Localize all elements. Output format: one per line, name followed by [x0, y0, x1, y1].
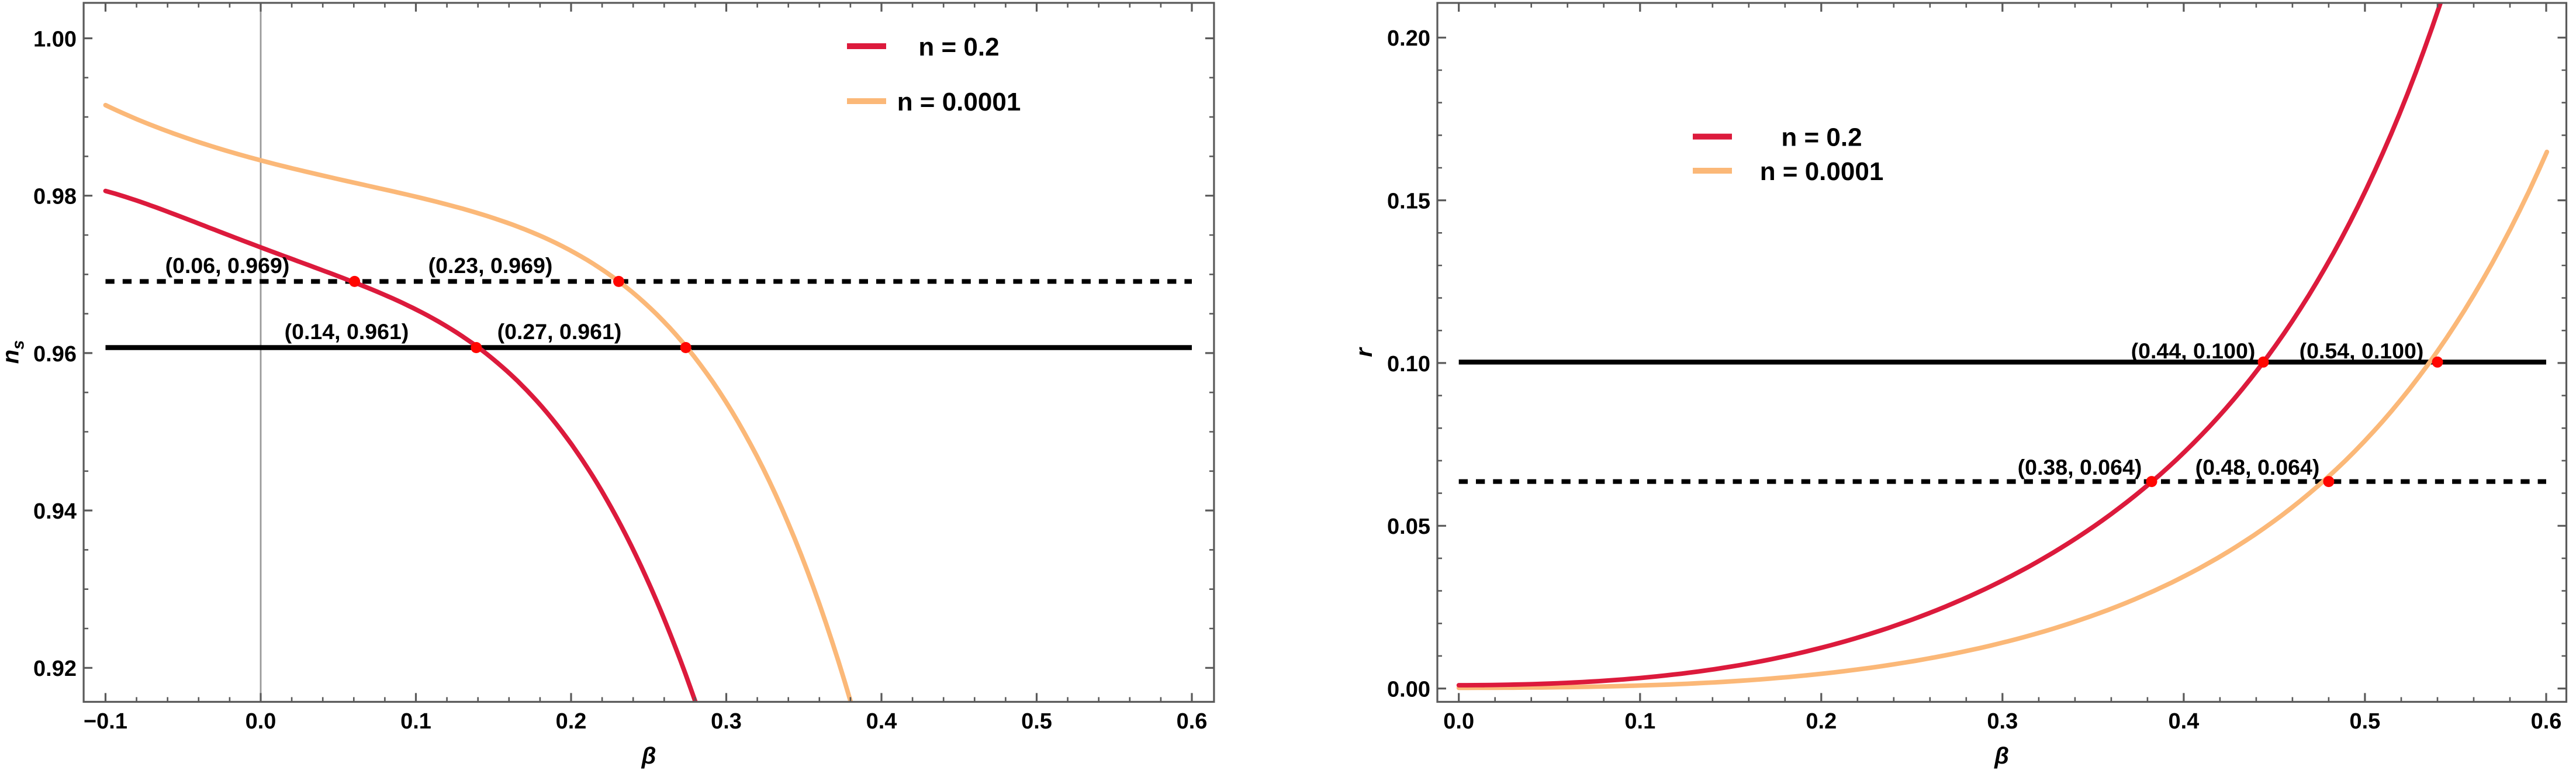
svg-text:(0.06, 0.969): (0.06, 0.969)	[165, 253, 290, 278]
svg-text:0.15: 0.15	[1387, 189, 1430, 214]
svg-text:0.5: 0.5	[2349, 709, 2380, 734]
svg-text:−0.1: −0.1	[84, 709, 127, 734]
svg-text:β: β	[641, 743, 656, 769]
svg-text:0.4: 0.4	[866, 709, 897, 734]
svg-text:r: r	[1351, 347, 1377, 357]
svg-text:(0.54, 0.100): (0.54, 0.100)	[2300, 339, 2424, 363]
svg-text:(0.23, 0.969): (0.23, 0.969)	[428, 253, 553, 278]
svg-text:(0.27, 0.961): (0.27, 0.961)	[497, 319, 622, 344]
svg-text:0.2: 0.2	[556, 709, 587, 734]
svg-text:0.20: 0.20	[1387, 26, 1430, 51]
svg-text:(0.44, 0.100): (0.44, 0.100)	[2131, 339, 2256, 363]
svg-text:0.92: 0.92	[33, 657, 77, 681]
svg-text:0.1: 0.1	[1624, 709, 1655, 734]
svg-text:0.05: 0.05	[1387, 515, 1430, 539]
svg-text:n = 0.0001: n = 0.0001	[897, 88, 1021, 116]
svg-text:0.0: 0.0	[246, 709, 276, 734]
svg-text:0.4: 0.4	[2168, 709, 2199, 734]
svg-text:n = 0.0001: n = 0.0001	[1760, 157, 1884, 186]
svg-text:0.0: 0.0	[1443, 709, 1474, 734]
svg-text:n = 0.2: n = 0.2	[1781, 123, 1862, 151]
svg-text:(0.48, 0.064): (0.48, 0.064)	[2195, 455, 2320, 479]
svg-text:0.5: 0.5	[1021, 709, 1052, 734]
svg-text:0.6: 0.6	[1177, 709, 1208, 734]
svg-text:0.10: 0.10	[1387, 352, 1430, 377]
svg-text:0.3: 0.3	[1987, 709, 2018, 734]
svg-text:β: β	[1994, 743, 2009, 769]
svg-text:0.98: 0.98	[33, 185, 77, 209]
svg-text:(0.38, 0.064): (0.38, 0.064)	[2018, 455, 2142, 479]
svg-text:0.2: 0.2	[1806, 709, 1837, 734]
svg-text:1.00: 1.00	[33, 27, 77, 51]
svg-text:0.6: 0.6	[2531, 709, 2562, 734]
svg-text:0.3: 0.3	[711, 709, 742, 734]
svg-text:n = 0.2: n = 0.2	[918, 33, 999, 61]
svg-text:(0.14, 0.961): (0.14, 0.961)	[285, 319, 409, 344]
svg-text:0.00: 0.00	[1387, 678, 1430, 702]
svg-text:0.96: 0.96	[33, 342, 77, 367]
svg-text:0.1: 0.1	[400, 709, 431, 734]
svg-text:0.94: 0.94	[33, 499, 77, 524]
